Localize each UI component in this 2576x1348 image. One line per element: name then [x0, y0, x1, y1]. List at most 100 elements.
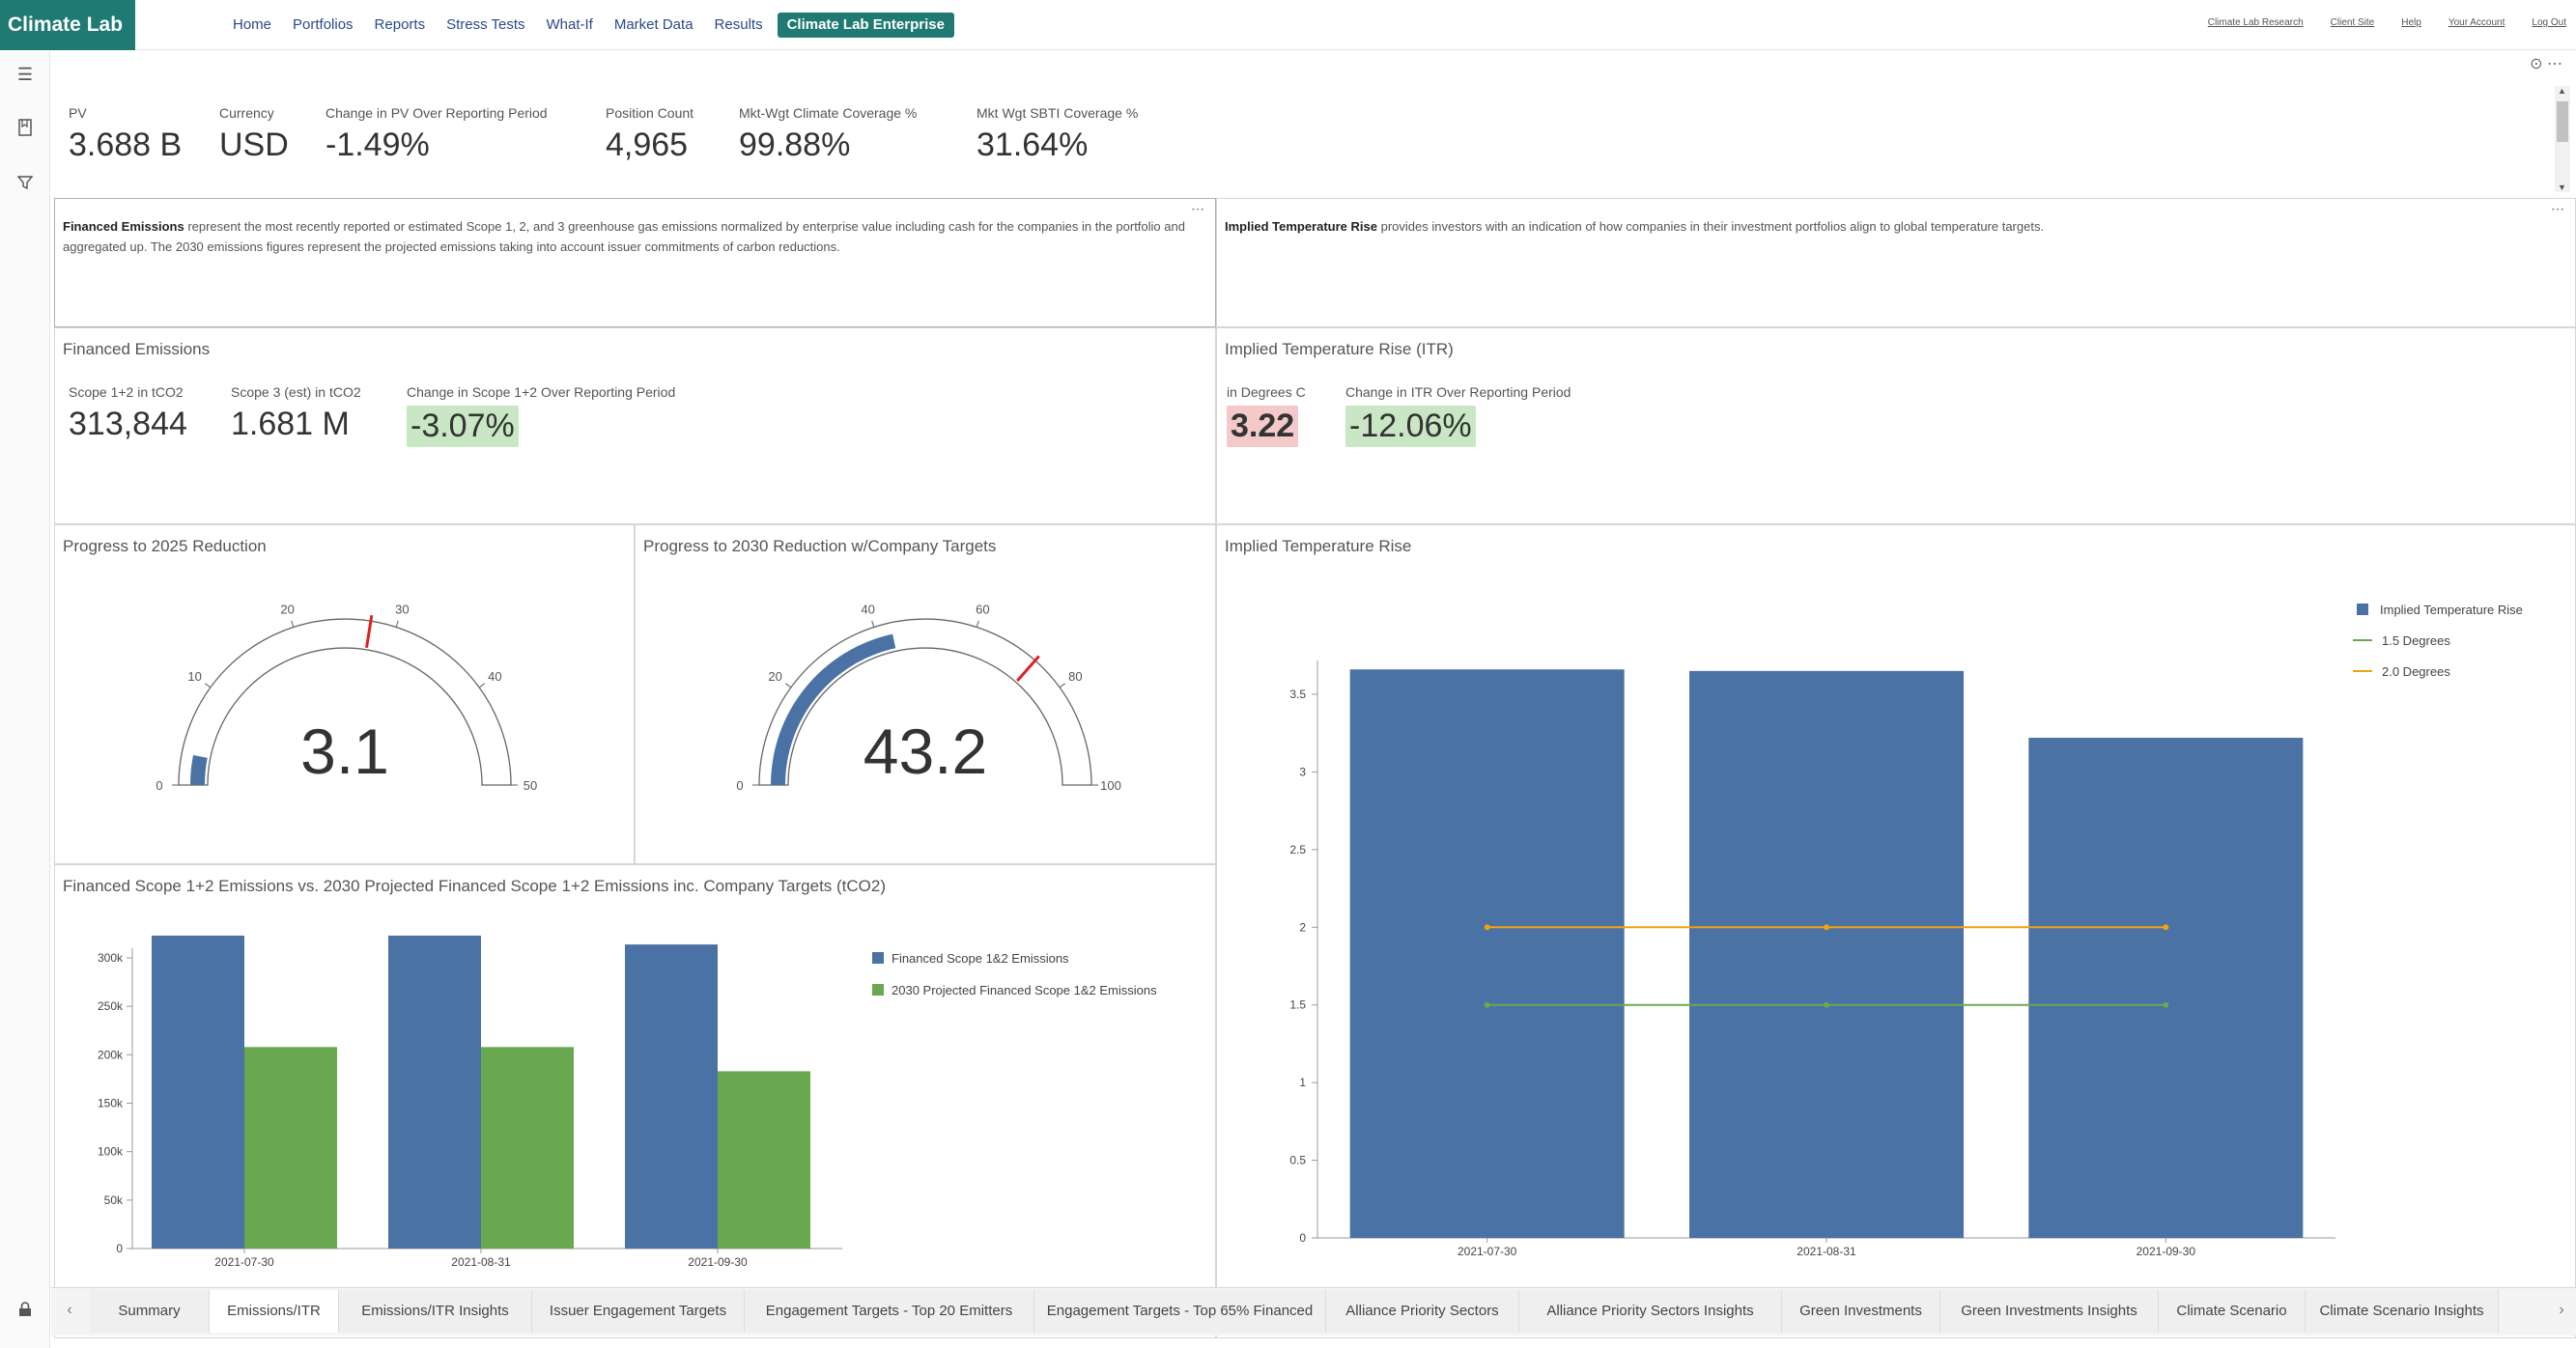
kpi-label: Mkt-Wgt Climate Coverage % — [739, 105, 918, 121]
gauge-tick — [871, 620, 875, 628]
description-term: Implied Temperature Rise — [1225, 219, 1377, 234]
tab-climate-scenario-insights[interactable]: Climate Scenario Insights — [2306, 1290, 2499, 1333]
legend-item[interactable]: 2.0 Degrees — [2353, 664, 2450, 679]
kpi-value: 4,965 — [606, 126, 689, 163]
kpi-value: -3.07% — [407, 406, 519, 447]
tab-summary[interactable]: Summary — [90, 1290, 210, 1333]
chevron-right-icon[interactable]: › — [2559, 1302, 2564, 1318]
kpi-scope12: Scope 1+2 in tCO2 313,844 — [69, 384, 187, 443]
kpi-itr-degrees: in Degrees C 3.22 — [1227, 384, 1306, 447]
gauge-tick-label: 0 — [736, 778, 743, 793]
link-client-site[interactable]: Client Site — [2330, 17, 2375, 28]
nav-portfolios[interactable]: Portfolios — [293, 16, 354, 33]
gauge-tick-label: 40 — [488, 669, 501, 684]
tab-emissions-itr-insights[interactable]: Emissions/ITR Insights — [339, 1290, 532, 1333]
nav-results[interactable]: Results — [714, 16, 763, 33]
kpi-scope12-change: Change in Scope 1+2 Over Reporting Perio… — [407, 384, 675, 447]
legend-swatch — [872, 984, 884, 996]
tab-alliance-priority-sectors-insights[interactable]: Alliance Priority Sectors Insights — [1519, 1290, 1782, 1333]
tab-issuer-engagement-targets[interactable]: Issuer Engagement Targets — [532, 1290, 745, 1333]
tab-green-investments-insights[interactable]: Green Investments Insights — [1940, 1290, 2159, 1333]
gauge-tick-marks — [172, 620, 518, 786]
nav-stress-tests[interactable]: Stress Tests — [446, 16, 525, 33]
kpi-value: 99.88% — [739, 126, 851, 163]
kpi-label: Change in PV Over Reporting Period — [326, 105, 548, 121]
gauge-outer-arc — [178, 618, 512, 786]
bar-series — [1349, 669, 2304, 1238]
legend-item[interactable]: 1.5 Degrees — [2353, 633, 2450, 648]
x-tick-label: 2021-08-31 — [451, 1255, 511, 1269]
y-tick-label: 1.5 — [1289, 998, 1306, 1012]
x-axis-labels: 2021-07-30 2021-08-31 2021-09-30 — [214, 1249, 748, 1269]
nav-market-data[interactable]: Market Data — [613, 16, 694, 33]
nav-reports[interactable]: Reports — [374, 16, 426, 33]
kpi-value: 3.22 — [1227, 406, 1299, 447]
tab-emissions-itr[interactable]: Emissions/ITR — [210, 1290, 339, 1333]
kpi-pv: PV 3.688 B — [69, 105, 182, 164]
scroll-down-icon[interactable]: ▼ — [2558, 183, 2566, 192]
tab-green-investments[interactable]: Green Investments — [1782, 1290, 1940, 1333]
nav-climate-lab-enterprise[interactable]: Climate Lab Enterprise — [777, 13, 954, 38]
lock-icon[interactable] — [15, 1302, 35, 1321]
gauge-tick-label: 80 — [1068, 669, 1082, 684]
line-point — [2163, 1001, 2169, 1008]
panel-title: Progress to 2030 Reduction w/Company Tar… — [643, 537, 997, 555]
line-point — [1484, 1001, 1490, 1008]
y-tick-label: 2 — [1299, 920, 1306, 934]
tab-engagement-top65[interactable]: Engagement Targets - Top 65% Financed — [1034, 1290, 1326, 1333]
chart-title: Financed Scope 1+2 Emissions vs. 2030 Pr… — [63, 877, 887, 895]
y-tick-label: 1 — [1299, 1076, 1306, 1089]
gauge-value-label: 3.1 — [300, 716, 389, 787]
y-tick-label: 0 — [116, 1242, 123, 1255]
link-log-out[interactable]: Log Out — [2532, 17, 2566, 28]
legend-label: Financed Scope 1&2 Emissions — [892, 951, 1069, 966]
kpi-label: in Degrees C — [1227, 384, 1306, 400]
legend-label: Implied Temperature Rise — [2380, 603, 2523, 617]
y-tick-label: 100k — [98, 1145, 124, 1159]
gauge-tick — [976, 620, 979, 628]
scroll-thumb[interactable] — [2557, 101, 2568, 142]
legend-item[interactable]: Implied Temperature Rise — [2357, 603, 2523, 617]
kpi-value: USD — [219, 126, 289, 163]
settings-icon[interactable]: ⊙ ⋯ — [2530, 56, 2562, 72]
line-point — [2163, 924, 2169, 931]
scroll-up-icon[interactable]: ▲ — [2558, 86, 2566, 96]
app-logo[interactable]: Climate Lab — [0, 0, 135, 50]
tab-alliance-priority-sectors[interactable]: Alliance Priority Sectors — [1326, 1290, 1519, 1333]
gauge-target-marker — [1016, 655, 1040, 682]
scrollbar[interactable]: ▲ ▼ — [2555, 86, 2570, 192]
legend-item[interactable]: Financed Scope 1&2 Emissions — [872, 951, 1069, 966]
kpi-value: 31.64% — [977, 126, 1089, 163]
menu-icon[interactable]: ☰ — [16, 65, 34, 84]
nav-home[interactable]: Home — [233, 16, 272, 33]
legend-swatch — [2357, 604, 2368, 615]
chevron-left-icon[interactable]: ‹ — [67, 1302, 72, 1318]
more-options-icon[interactable]: ⋯ — [1191, 201, 1205, 216]
tab-climate-scenario[interactable]: Climate Scenario — [2159, 1290, 2306, 1333]
bar — [152, 935, 244, 1249]
financed-emissions-panel: Financed Emissions Scope 1+2 in tCO2 313… — [54, 327, 1216, 524]
gauge-tick — [1059, 683, 1066, 688]
kpi-label: PV — [69, 105, 87, 121]
more-options-icon[interactable]: ⋯ — [2551, 201, 2565, 216]
kpi-itr-change: Change in ITR Over Reporting Period -12.… — [1345, 384, 1571, 447]
line-series — [1484, 924, 2169, 1008]
legend-label: 1.5 Degrees — [2382, 633, 2450, 648]
filter-icon[interactable] — [15, 175, 35, 194]
y-tick-label: 50k — [104, 1194, 124, 1207]
description-body: provides investors with an indication of… — [1376, 219, 2045, 234]
legend-item[interactable]: 2030 Projected Financed Scope 1&2 Emissi… — [872, 983, 1157, 997]
gauge-tick-label: 10 — [187, 669, 201, 684]
tab-engagement-top20[interactable]: Engagement Targets - Top 20 Emitters — [745, 1290, 1034, 1333]
kpi-value-wrap: -12.06% — [1345, 406, 1571, 447]
bookmark-icon[interactable] — [15, 119, 35, 138]
link-climate-lab-research[interactable]: Climate Lab Research — [2207, 17, 2304, 28]
nav-what-if[interactable]: What-If — [546, 16, 593, 33]
link-your-account[interactable]: Your Account — [2448, 17, 2505, 28]
x-axis-labels: 2021-07-30 2021-08-31 2021-09-30 — [1458, 1238, 2195, 1258]
line-point — [1484, 924, 1490, 931]
gauge-tick — [395, 620, 399, 628]
link-help[interactable]: Help — [2401, 17, 2421, 28]
gauge-tick-marks — [752, 620, 1098, 786]
